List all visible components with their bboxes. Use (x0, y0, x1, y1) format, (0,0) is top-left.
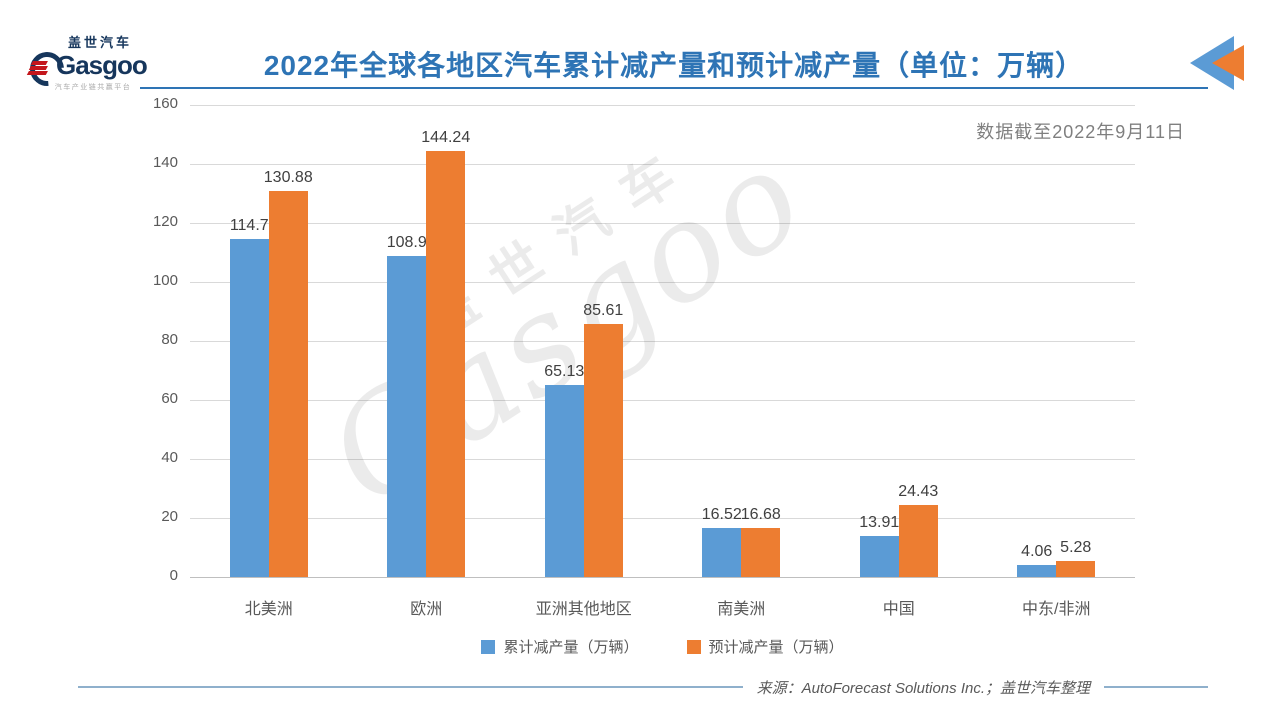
legend-item-forecast: 预计减产量（万辆） (686, 636, 844, 657)
gridline (190, 164, 1135, 165)
bar-cumulative (387, 255, 427, 577)
chart-legend: 累计减产量（万辆） 预计减产量（万辆） (190, 636, 1135, 657)
legend-swatch-blue-icon (481, 639, 496, 654)
source-footer: 来源：AutoForecast Solutions Inc.；盖世汽车整理 (78, 678, 1208, 697)
x-axis-category-label: 亚洲其他地区 (535, 601, 632, 618)
y-axis-tick-label: 0 (169, 567, 178, 584)
bar-forecast (583, 324, 623, 577)
bar-value-label: 24.43 (898, 482, 939, 500)
x-axis-category-label: 中东/非洲 (1022, 601, 1091, 618)
bar-value-label: 4.06 (1021, 543, 1053, 561)
gridline (190, 341, 1135, 342)
bar-value-label: 130.88 (263, 168, 313, 186)
bar-cumulative (1017, 565, 1057, 577)
bar-value-label: 13.91 (859, 513, 900, 531)
gasgoo-logo: 盖世汽车 Gasgoo 汽车产业链共赢平台 (23, 32, 158, 93)
legend-label-forecast: 预计减产量（万辆） (708, 639, 844, 656)
legend-item-cumulative: 累计减产量（万辆） (481, 636, 639, 657)
bar-value-label: 85.61 (583, 302, 624, 320)
bar-cumulative (544, 384, 584, 577)
y-axis-tick-label: 60 (161, 390, 178, 407)
page-title: 2022年全球各地区汽车累计减产量和预计减产量（单位：万辆） (263, 50, 1085, 81)
gridline (190, 282, 1135, 283)
divider-line-right (1104, 686, 1208, 688)
logo-wordmark: Gasgoo (56, 50, 148, 80)
title-underline (140, 87, 1208, 89)
y-axis-tick-label: 80 (161, 331, 178, 348)
bar-forecast (898, 504, 938, 577)
legend-swatch-orange-icon (686, 639, 701, 654)
x-axis-category-label: 南美洲 (717, 601, 766, 618)
bar-cumulative (229, 238, 269, 577)
bar-forecast (1056, 561, 1096, 577)
y-axis-tick-label: 40 (161, 449, 178, 466)
y-axis-tick-label: 160 (152, 95, 178, 112)
bar-forecast (426, 151, 466, 577)
bar-forecast (741, 527, 781, 577)
data-cutoff-note: 数据截至2022年9月11日 (976, 122, 1185, 142)
triangle-left-orange-icon (1212, 45, 1244, 81)
y-axis-tick-label: 100 (152, 272, 178, 289)
gridline (190, 223, 1135, 224)
legend-label-cumulative: 累计减产量（万辆） (503, 639, 639, 656)
bar-value-label: 5.28 (1060, 539, 1092, 557)
bar-value-label: 65.13 (544, 362, 585, 380)
source-text: 来源：AutoForecast Solutions Inc.；盖世汽车整理 (756, 679, 1090, 697)
bar-value-label: 108.9 (386, 233, 427, 251)
bar-value-label: 144.24 (421, 129, 471, 147)
y-axis-tick-label: 140 (152, 154, 178, 171)
y-axis-tick-label: 20 (161, 508, 178, 525)
logo-chinese-text: 盖世汽车 (68, 35, 133, 50)
x-axis-category-label: 欧洲 (410, 601, 443, 618)
logo-wordmark-row: Gasgoo (23, 45, 158, 93)
bar-value-label: 114.7 (229, 216, 269, 234)
gridline (190, 459, 1135, 460)
gridline (190, 105, 1135, 106)
bar-cumulative (702, 528, 742, 577)
logo-tagline: 汽车产业链共赢平台 (54, 84, 132, 91)
bar-forecast (268, 190, 308, 577)
x-axis-line (190, 577, 1135, 578)
bar-value-label: 16.68 (740, 505, 781, 523)
bar-value-label: 16.52 (701, 506, 742, 524)
bar-cumulative (859, 535, 899, 577)
gridline (190, 400, 1135, 401)
divider-line-left (78, 686, 743, 688)
x-axis-category-label: 北美洲 (244, 601, 293, 618)
gridline (190, 518, 1135, 519)
x-axis-category-label: 中国 (882, 601, 915, 618)
y-axis-tick-label: 120 (152, 213, 178, 230)
